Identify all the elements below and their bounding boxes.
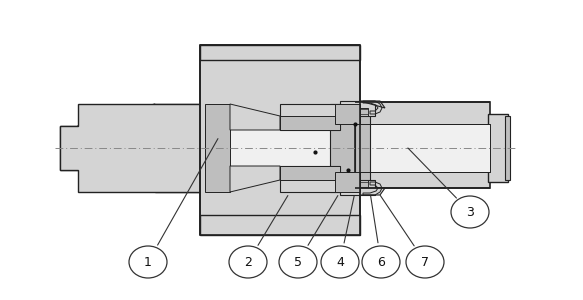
Polygon shape xyxy=(360,124,490,172)
Polygon shape xyxy=(335,172,360,192)
Polygon shape xyxy=(200,215,360,235)
Ellipse shape xyxy=(229,246,267,278)
Ellipse shape xyxy=(406,246,444,278)
Polygon shape xyxy=(78,104,155,135)
Text: 7: 7 xyxy=(421,256,429,268)
Polygon shape xyxy=(335,104,360,124)
Polygon shape xyxy=(60,126,78,170)
Text: 2: 2 xyxy=(244,256,252,268)
Polygon shape xyxy=(360,101,385,108)
Polygon shape xyxy=(78,126,205,135)
Polygon shape xyxy=(230,166,280,192)
Polygon shape xyxy=(340,101,375,116)
Polygon shape xyxy=(280,116,340,130)
Ellipse shape xyxy=(279,246,317,278)
Text: 4: 4 xyxy=(336,256,344,268)
Text: 6: 6 xyxy=(377,256,385,268)
Polygon shape xyxy=(348,111,356,115)
Polygon shape xyxy=(155,104,205,192)
Polygon shape xyxy=(488,114,508,182)
Polygon shape xyxy=(78,161,155,192)
Polygon shape xyxy=(330,104,360,192)
Polygon shape xyxy=(205,126,345,170)
Polygon shape xyxy=(280,166,340,180)
Polygon shape xyxy=(348,180,368,188)
Ellipse shape xyxy=(129,246,167,278)
Polygon shape xyxy=(280,104,340,130)
Ellipse shape xyxy=(362,246,400,278)
Polygon shape xyxy=(200,45,360,60)
Text: 1: 1 xyxy=(144,256,152,268)
Polygon shape xyxy=(200,45,360,235)
Ellipse shape xyxy=(321,246,359,278)
Ellipse shape xyxy=(451,196,489,228)
Polygon shape xyxy=(205,104,230,192)
Polygon shape xyxy=(505,116,510,180)
Polygon shape xyxy=(355,102,370,188)
Polygon shape xyxy=(356,109,368,114)
Polygon shape xyxy=(340,180,375,195)
Text: 3: 3 xyxy=(466,206,474,218)
Polygon shape xyxy=(348,181,356,185)
Polygon shape xyxy=(360,188,385,195)
Polygon shape xyxy=(355,102,490,188)
Polygon shape xyxy=(60,104,205,192)
Polygon shape xyxy=(356,182,368,187)
Polygon shape xyxy=(78,161,205,170)
Polygon shape xyxy=(348,108,368,116)
Text: 5: 5 xyxy=(294,256,302,268)
Polygon shape xyxy=(230,104,280,130)
Polygon shape xyxy=(280,166,340,192)
